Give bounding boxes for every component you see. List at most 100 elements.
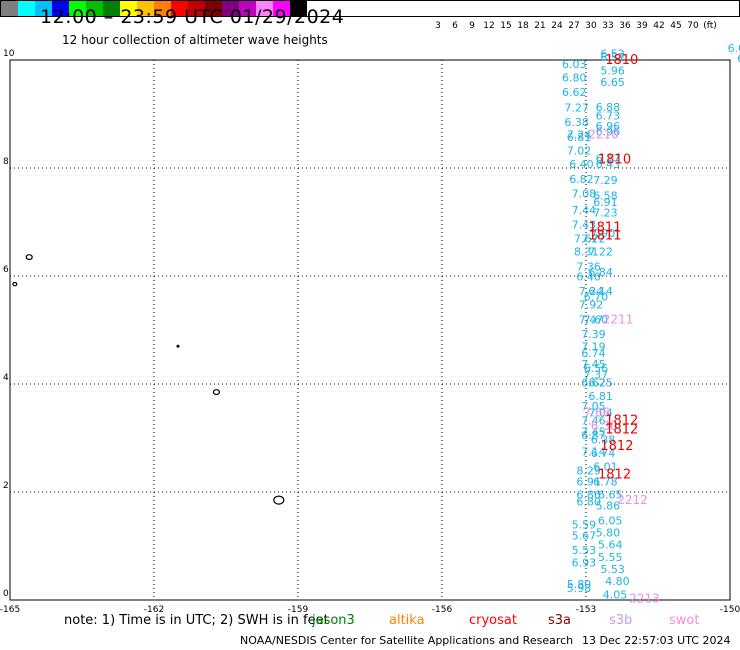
wave-height-reading: 7.92 [579,298,604,311]
wave-height-reading: 6.78 [593,476,618,489]
wave-height-reading: 5.96 [600,65,625,78]
wave-height-reading: 8.29 [576,465,601,478]
pass-time-label: 2212 [617,493,648,507]
color-scale-cell [86,1,103,16]
color-scale-cell [154,1,171,16]
legend-s3b: s3b [609,613,633,628]
x-tick-label: -153 [576,605,596,615]
y-tick-label: 0 [3,589,9,599]
credit-line: NOAA/NESDIS Center for Satellite Applica… [240,634,574,647]
pass-time-label: 1811 [588,221,621,236]
color-scale-label: 6 [452,21,458,31]
wave-height-reading: 5.67 [572,530,597,543]
pass-time-label: 1812 [605,423,638,438]
wave-height-reading: 6.91 [576,476,601,489]
wave-height-reading: 6.62 [581,377,606,390]
wave-height-reading: 5.55 [598,551,623,564]
wave-height-reading: 6.74 [581,347,606,360]
wave-height-reading: 6.40 [569,158,594,171]
wave-height-reading: 5.53 [572,544,597,557]
wave-height-reading: 6.91 [593,196,618,209]
color-scale-cell [290,1,307,16]
pass-time-label: 7.66 [584,405,611,419]
wave-height-reading: 6.05 [598,514,623,527]
color-scale-cell [18,1,35,16]
wave-height-reading: 7.43 [572,218,597,231]
color-scale-label: 45 [670,21,682,31]
color-scale-cell [205,1,222,16]
y-tick-label: 4 [3,373,9,383]
wave-height-reading: 6.73 [596,109,621,122]
y-tick-label: 2 [3,481,9,491]
wave-height-reading: 6.80 [576,496,601,509]
wave-height-reading: 6.80 [562,72,587,85]
wave-height-reading: 7.24 [579,285,604,298]
wave-height-reading: 6.82 [569,173,594,186]
wave-height-reading: 7.02 [567,145,592,158]
wave-height-reading: 6.38 [564,116,589,129]
color-scale-cell [188,1,205,16]
y-tick-label: 6 [3,265,9,275]
wave-height-reading: 6.65 [600,76,625,89]
wave-height-reading: 6.81 [567,131,592,144]
x-tick-label: -159 [288,605,309,615]
wave-height-reading: 7.39 [581,328,606,341]
wave-height-reading: 6.84 [588,266,613,279]
island-outline [212,389,220,396]
color-scale-label: 15 [500,21,512,31]
map-frame [9,59,731,601]
footer-note: note: 1) Time is in UTC; 2) SWH is in fe… [64,613,329,628]
wave-height-reading: 6.9 [737,53,740,66]
wave-height-reading: 6.03 [562,58,587,71]
wave-height-reading: 7.46 [581,415,606,428]
color-scale-cell [239,1,256,16]
wave-height-reading: 4.05 [603,588,628,601]
wave-height-reading: 6.56 [584,362,609,375]
wave-height-reading: 7.08 [572,188,597,201]
wave-height-reading: 7.47 [579,314,604,327]
wave-height-reading: 6.62 [562,86,587,99]
x-tick-label: -150 [720,605,740,615]
wave-height-reading: 7.37 [584,369,609,382]
wave-height-reading: 7.90 [591,227,616,240]
island-outline [273,495,285,505]
color-scale-label: 42 [653,21,665,31]
color-scale-cell [52,1,69,16]
wave-height-reading: 7.23 [593,207,618,220]
wave-height-reading: 6.0 [728,42,740,55]
x-tick-label: -162 [144,605,164,615]
wave-height-reading: 6.70 [584,290,609,303]
pass-time-label: 1812 [600,439,633,454]
wave-height-reading: 8.31 [574,245,599,258]
wave-height-reading: 6.81 [588,390,613,403]
wave-height-reading: 5.80 [567,578,592,591]
wave-height-reading: 7.72 [581,233,606,246]
wave-height-reading: 6.14 [588,285,613,298]
wave-height-reading: 6.65 [598,488,623,501]
color-scale-label: 39 [636,21,648,31]
x-tick-label: -156 [432,605,453,615]
wave-height-reading: 7.24 [567,128,592,141]
y-tick-label: 10 [3,49,15,59]
wave-height-reading: 7.04 [588,406,613,419]
generated-timestamp: 13 Dec 22:57:03 UTC 2024 [582,634,731,647]
color-scale-cell [35,1,52,16]
y-tick-label: 8 [3,157,9,167]
color-scale-cell [222,1,239,16]
color-scale-cell [137,1,154,16]
legend-swot: swot [669,613,700,628]
wave-height-reading: 7.45 [581,358,606,371]
wave-height-reading: 7.60 [584,314,609,327]
wave-height-reading: 7.45 [581,425,606,438]
color-scale-cell [171,1,188,16]
page-subtitle: 12 hour collection of altimeter wave hei… [62,33,328,47]
color-scale-cell [256,1,273,16]
pass-time-label: 6.30 [591,419,618,433]
color-scale-cell [1,1,18,16]
color-scale-label: 24 [551,21,563,31]
wave-height-reading: 7.36 [576,261,601,274]
pass-time-label: 1812 [605,414,638,429]
wave-height-reading: 6.27 [596,153,621,166]
wave-height-reading: 4.80 [605,575,630,588]
wave-height-reading: 7.19 [581,341,606,354]
